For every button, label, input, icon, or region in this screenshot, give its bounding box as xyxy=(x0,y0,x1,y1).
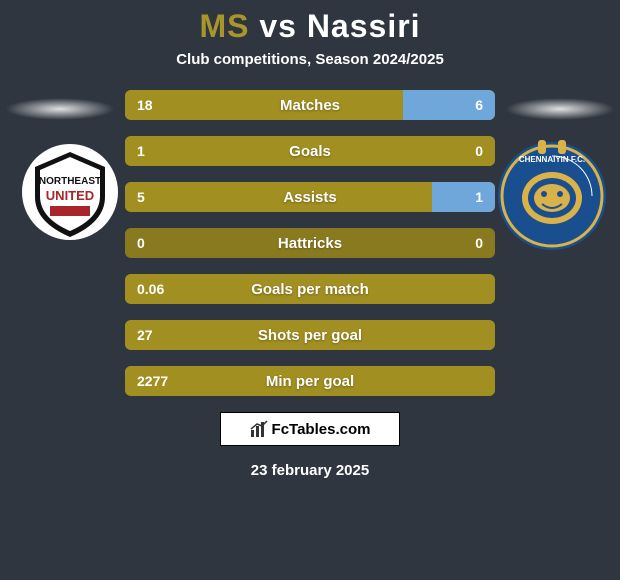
stats-bars: 186Matches 10Goals 51Assists 00Hattricks 0.0… xyxy=(125,90,495,396)
title-left: MS xyxy=(199,8,249,44)
stat-label: Shots per goal xyxy=(125,320,495,350)
club-logo-left: NORTHEAST UNITED xyxy=(20,142,120,242)
stat-row: 00Hattricks xyxy=(125,228,495,258)
stat-label: Min per goal xyxy=(125,366,495,396)
svg-text:NORTHEAST: NORTHEAST xyxy=(39,176,101,187)
comparison-layout: NORTHEAST UNITED CHENNAIYIN F.C. 186Matc… xyxy=(0,90,620,396)
stat-row: 51Assists xyxy=(125,182,495,212)
club-logo-right: CHENNAIYIN F.C. xyxy=(496,138,608,250)
shadow-left xyxy=(5,98,115,120)
stat-label: Matches xyxy=(125,90,495,120)
stat-label: Goals per match xyxy=(125,274,495,304)
page-title: MS vs Nassiri xyxy=(0,0,620,45)
footer-date: 23 february 2025 xyxy=(0,462,620,479)
chart-icon xyxy=(250,420,268,438)
svg-text:CHENNAIYIN F.C.: CHENNAIYIN F.C. xyxy=(519,155,585,164)
northeast-united-logo-icon: NORTHEAST UNITED xyxy=(20,142,120,242)
subtitle: Club competitions, Season 2024/2025 xyxy=(0,51,620,68)
stat-label: Goals xyxy=(125,136,495,166)
stat-label: Hattricks xyxy=(125,228,495,258)
stat-row: 0.06Goals per match xyxy=(125,274,495,304)
stat-row: 186Matches xyxy=(125,90,495,120)
shadow-right xyxy=(505,98,615,120)
footer-badge: FcTables.com xyxy=(220,412,400,446)
svg-text:UNITED: UNITED xyxy=(46,188,94,203)
title-vs: vs xyxy=(259,8,297,44)
title-right: Nassiri xyxy=(307,8,421,44)
stat-row: 27Shots per goal xyxy=(125,320,495,350)
stat-row: 2277Min per goal xyxy=(125,366,495,396)
stat-label: Assists xyxy=(125,182,495,212)
footer-site: FcTables.com xyxy=(272,421,371,438)
chennaiyin-fc-logo-icon: CHENNAIYIN F.C. xyxy=(496,138,608,250)
stat-row: 10Goals xyxy=(125,136,495,166)
